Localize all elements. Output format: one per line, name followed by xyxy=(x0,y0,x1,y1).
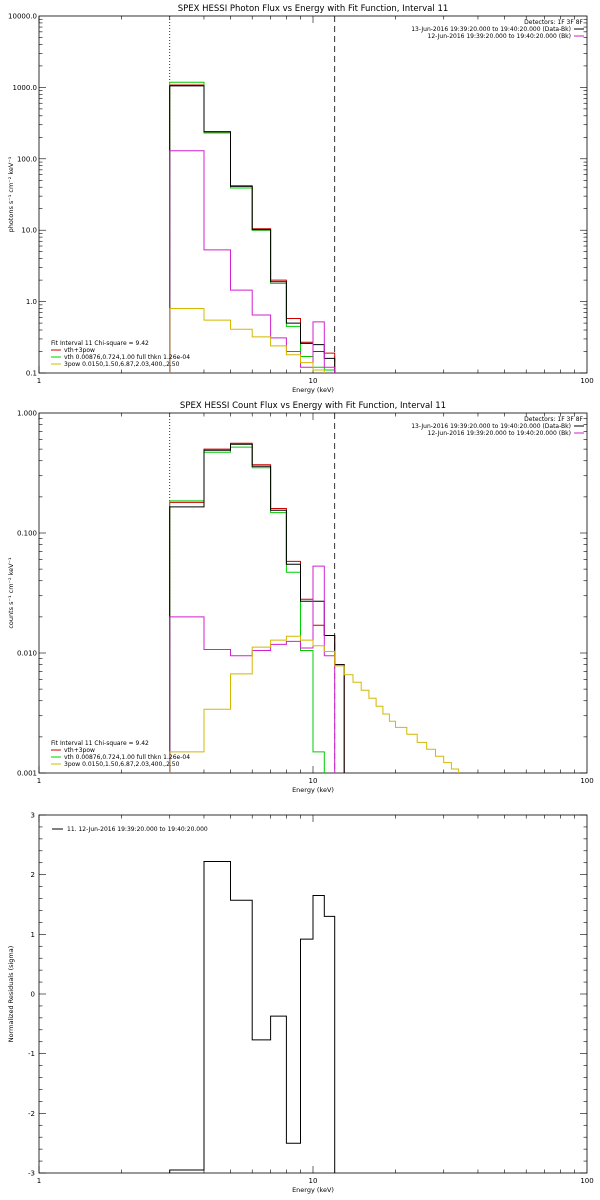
y-tick-label: 1 xyxy=(31,931,35,939)
legend-title: Fit Interval 11 Chi-square = 9.42 xyxy=(51,340,149,347)
chart-1: 1 10 100 0.1 1.0 10.0 100.0 1000.0 10000.0 SPEX H… xyxy=(7,4,594,394)
header-line: 12-Jun-2016 19:39:20.000 to 19:40:20.000… xyxy=(428,430,571,437)
legend-item-label: 3pow 0.0150,1.50,6.87,2.03,400.,2.50 xyxy=(64,361,180,368)
legend-item-label: vth 0.00876,0.724,1.00 full thkn 1.26e-0… xyxy=(64,754,190,761)
y-tick-label: -3 xyxy=(28,1170,35,1178)
y-tick-label: 0.1 xyxy=(26,370,37,378)
y-tick-label: 10.0 xyxy=(21,227,37,235)
x-tick-label: 10 xyxy=(309,377,318,385)
header-line: 13-Jun-2016 19:39:20.000 to 19:40:20.000… xyxy=(411,26,571,33)
legend-item-label: vth+3pow xyxy=(64,747,95,754)
y-tick-label: 1.000 xyxy=(17,410,37,418)
series-line-1 xyxy=(169,861,336,1173)
y-tick-label: 1000.0 xyxy=(13,84,38,92)
plot-frame xyxy=(38,814,588,1174)
x-tick-label: 100 xyxy=(580,777,593,785)
series-line-3 xyxy=(169,85,336,373)
x-tick-label: 1 xyxy=(37,777,41,785)
legend: 11. 12-Jun-2016 19:39:20.000 to 19:40:20… xyxy=(52,826,208,833)
series-line-5 xyxy=(169,635,493,773)
header-line: Detectors: 1F 3F 8F xyxy=(524,19,583,26)
x-tick-label: 10 xyxy=(309,777,318,785)
x-tick-label: 100 xyxy=(580,377,593,385)
series-line-4 xyxy=(169,565,336,773)
header-line: Detectors: 1F 3F 8F xyxy=(524,416,583,423)
legend-item-label: vth+3pow xyxy=(64,347,95,354)
x-tick-label: 1 xyxy=(37,377,41,385)
y-tick-label: 0.010 xyxy=(17,650,37,658)
x-axis-label: Energy (keV) xyxy=(292,1186,334,1194)
series-line-2 xyxy=(169,446,325,773)
x-tick-label: 10 xyxy=(309,1177,318,1185)
y-tick-label: 0 xyxy=(31,991,35,999)
header-line: 13-Jun-2016 19:39:20.000 to 19:40:20.000… xyxy=(411,423,571,430)
x-tick-label: 1 xyxy=(37,1177,41,1185)
y-axis-label: counts s⁻¹ cm⁻² keV⁻¹ xyxy=(7,557,15,629)
y-tick-label: 0.001 xyxy=(17,770,37,778)
legend-item-label: 3pow 0.0150,1.50,6.87,2.03,400.,2.50 xyxy=(64,761,180,768)
x-axis-label: Energy (keV) xyxy=(292,786,334,794)
legend-item-label: vth 0.00876,0.724,1.00 full thkn 1.26e-0… xyxy=(64,354,190,361)
series-line-2 xyxy=(169,81,336,373)
y-tick-label: 0.100 xyxy=(17,530,37,538)
y-tick-label: 2 xyxy=(31,871,35,879)
chart-3: 1 10 100 -3 -2 -1 0 1 2 3 Energy (keV) Normalized R… xyxy=(7,812,594,1195)
y-tick-label: 1.0 xyxy=(26,298,37,306)
plot-frame xyxy=(38,15,588,374)
y-tick-label: 10000.0 xyxy=(8,13,37,21)
legend-item-label: 11. 12-Jun-2016 19:39:20.000 to 19:40:20… xyxy=(67,826,208,833)
y-tick-label: 3 xyxy=(31,812,35,820)
series-line-3 xyxy=(169,443,345,773)
y-tick-label: 100.0 xyxy=(17,155,37,163)
series-line-5 xyxy=(169,308,336,373)
legend: Fit Interval 11 Chi-square = 9.42vth+3po… xyxy=(51,740,190,768)
x-axis-label: Energy (keV) xyxy=(292,386,334,394)
y-axis-label: Normalized Residuals (sigma) xyxy=(7,946,15,1043)
y-tick-label: -1 xyxy=(28,1050,35,1058)
series-line-1 xyxy=(169,442,345,773)
x-tick-label: 100 xyxy=(580,1177,593,1185)
legend: Fit Interval 11 Chi-square = 9.42vth+3po… xyxy=(51,340,190,368)
chart-title: SPEX HESSI Count Flux vs Energy with Fit… xyxy=(180,401,446,411)
y-tick-label: -2 xyxy=(28,1110,35,1118)
y-axis-label: photons s⁻¹ cm⁻² keV⁻¹ xyxy=(7,156,15,232)
header-line: 12-Jun-2016 19:39:20.000 to 19:40:20.000… xyxy=(428,33,571,40)
series-line-4 xyxy=(169,150,336,373)
chart-2: 1 10 100 0.001 0.010 0.100 1.000 SPEX HESSI Cou… xyxy=(7,401,594,794)
legend-title: Fit Interval 11 Chi-square = 9.42 xyxy=(51,740,149,747)
chart-title: SPEX HESSI Photon Flux vs Energy with Fi… xyxy=(178,4,449,14)
